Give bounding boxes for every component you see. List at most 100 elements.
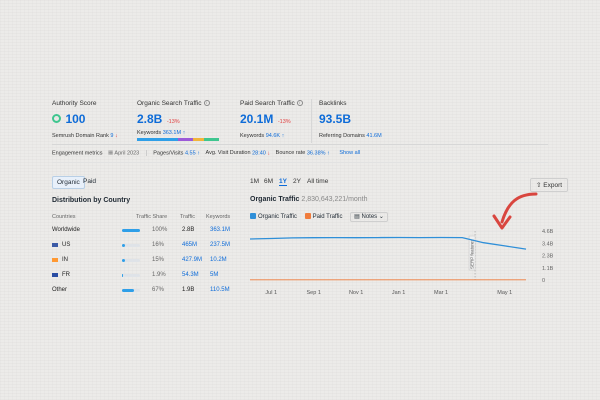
keywords-value[interactable]: 237.5M: [210, 242, 231, 248]
engagement-date: April 2023: [114, 150, 140, 157]
bounce-rate-value: 36.38%: [306, 150, 326, 157]
traffic-share-bar: [122, 229, 140, 232]
divider: [311, 99, 312, 143]
traffic-value: 2.8B: [182, 227, 195, 233]
paid-traffic-label: Paid Search Traffic: [240, 100, 295, 107]
range-tab-2y[interactable]: 2Y: [293, 178, 301, 185]
export-icon: ⇧: [536, 182, 542, 189]
x-tick-label: Jul 1: [265, 290, 277, 296]
info-icon[interactable]: i: [296, 100, 303, 107]
traffic-share-value: 67%: [152, 287, 165, 293]
export-label: Export: [543, 182, 563, 189]
header-traffic: Traffic: [180, 214, 195, 220]
tab-organic[interactable]: Organic: [52, 176, 85, 189]
tab-paid[interactable]: Paid: [83, 178, 97, 185]
traffic-share-value: 15%: [152, 257, 165, 263]
traffic-value[interactable]: 427.9M: [182, 257, 203, 263]
calendar-icon: ▦: [107, 150, 114, 157]
table-row[interactable]: IN 15% 427.9M 10.2M: [52, 257, 234, 267]
country-name: FR: [62, 272, 70, 278]
table-row[interactable]: FR 1.9% 54.3M 5M: [52, 272, 234, 282]
traffic-value: 1.9B: [182, 287, 195, 293]
backlinks-value[interactable]: 93.5B: [319, 112, 352, 126]
chart-legend: Organic Traffic Paid Traffic ▤ Notes ⌄: [250, 212, 388, 222]
arrow-up-icon: ↑: [197, 150, 200, 157]
arrow-up-icon: ↑: [327, 150, 330, 157]
arrow-down-icon: ↓: [267, 150, 271, 157]
serp-features-tag: [468, 235, 476, 271]
flag-icon: [52, 243, 58, 247]
divider: [52, 144, 548, 145]
range-tab-all-time[interactable]: All time: [307, 178, 329, 185]
chart-title: Organic Traffic: [250, 196, 300, 203]
distribution-title: Distribution by Country: [52, 197, 131, 204]
traffic-value[interactable]: 465M: [182, 242, 198, 248]
chart-header: Organic Traffic 2,830,643,221/month: [250, 196, 368, 203]
keywords-value[interactable]: 5M: [210, 272, 219, 278]
engagement-metrics-row: Engagement metrics ▦ April 2023 Pages/Vi…: [52, 150, 360, 156]
legend-paid[interactable]: Paid Traffic: [304, 213, 342, 220]
show-all-link[interactable]: Show all: [339, 150, 361, 157]
traffic-share-bar: [122, 274, 140, 277]
organic-traffic-block: Organic Search Traffic i 2.8B -13% Keywor…: [137, 100, 227, 141]
visit-duration-label: Avg. Visit Duration: [205, 150, 251, 157]
header-traffic-share: Traffic Share: [136, 214, 168, 220]
paid-traffic-change: -13%: [277, 119, 291, 125]
referring-domains-label: Referring Domains: [319, 133, 365, 139]
pages-visits-value: 4.55: [184, 150, 196, 157]
table-row[interactable]: Worldwide 100% 2.8B 363.1M: [52, 227, 234, 237]
organic-keywords-value[interactable]: 363.1M: [162, 130, 182, 136]
traffic-share-bar: [122, 259, 140, 262]
traffic-share-bar: [122, 289, 140, 292]
export-button[interactable]: ⇧ Export: [530, 178, 569, 192]
keyword-distribution-bar: [137, 138, 219, 141]
domain-rank-label: Semrush Domain Rank: [52, 133, 109, 139]
organic-traffic-chart: 4.6B 3.4B 2.3B 1.1B 0 Jul 1 Sep 1 Nov 1 Jan 1 Mar…: [249, 229, 554, 296]
info-icon[interactable]: i: [203, 100, 210, 107]
arrow-up-icon: ↑: [182, 130, 186, 136]
bounce-rate-label: Bounce rate: [275, 150, 306, 157]
chevron-down-icon: ⌄: [378, 214, 384, 220]
referring-domains-value[interactable]: 41.6M: [366, 133, 382, 139]
table-row[interactable]: Other 67% 1.9B 110.5M: [52, 287, 234, 297]
organic-keywords-label: Keywords: [137, 130, 162, 136]
notes-dropdown[interactable]: ▤ Notes ⌄: [350, 212, 388, 222]
organic-traffic-label: Organic Search Traffic: [137, 100, 202, 107]
header-countries: Countries: [52, 214, 76, 220]
traffic-share-value: 1.9%: [152, 272, 166, 278]
legend-organic[interactable]: Organic Traffic: [250, 213, 297, 220]
x-tick-label: Sep 1: [307, 290, 321, 296]
pages-visits-label: Pages/Visits: [153, 150, 184, 157]
country-name: US: [62, 242, 71, 248]
keywords-value[interactable]: 363.1M: [210, 227, 231, 233]
table-header: Countries Traffic Share Traffic Keywords: [52, 214, 234, 224]
range-tab-1y[interactable]: 1Y: [279, 178, 287, 186]
visit-duration-value: 28:40: [252, 150, 266, 157]
x-tick-label: May 1: [497, 290, 512, 296]
x-tick-label: Mar 1: [434, 290, 448, 296]
traffic-share-value: 16%: [152, 242, 165, 248]
range-tab-6m[interactable]: 6M: [264, 178, 274, 185]
serp-features-label: SERP features: [470, 239, 475, 269]
backlinks-label: Backlinks: [319, 100, 347, 107]
country-name: IN: [62, 257, 68, 263]
organic-traffic-value[interactable]: 2.8B: [137, 112, 163, 126]
traffic-value[interactable]: 54.3M: [182, 272, 199, 278]
domain-rank-value[interactable]: 9: [110, 133, 114, 139]
authority-score-label: Authority Score: [52, 100, 97, 107]
paid-traffic-value[interactable]: 20.1M: [240, 112, 274, 126]
authority-score-block: Authority Score 100 Semrush Domain Rank …: [52, 100, 118, 139]
chart-total-value: 2,830,643,221/month: [301, 196, 368, 203]
keywords-value[interactable]: 10.2M: [210, 257, 227, 263]
y-tick-label: 4.6B: [542, 229, 554, 235]
keywords-value[interactable]: 110.5M: [210, 287, 230, 293]
y-tick-label: 2.3B: [542, 254, 554, 260]
range-tab-1m[interactable]: 1M: [250, 178, 260, 185]
flag-icon: [52, 273, 58, 277]
paid-keywords-value[interactable]: 94.6K: [265, 133, 281, 139]
paid-keywords-label: Keywords: [240, 133, 265, 139]
arrow-down-icon: ↓: [114, 133, 118, 139]
table-row[interactable]: US 16% 465M 237.5M: [52, 242, 234, 252]
traffic-share-value: 100%: [152, 227, 168, 233]
organic-traffic-change: -13%: [166, 119, 180, 125]
